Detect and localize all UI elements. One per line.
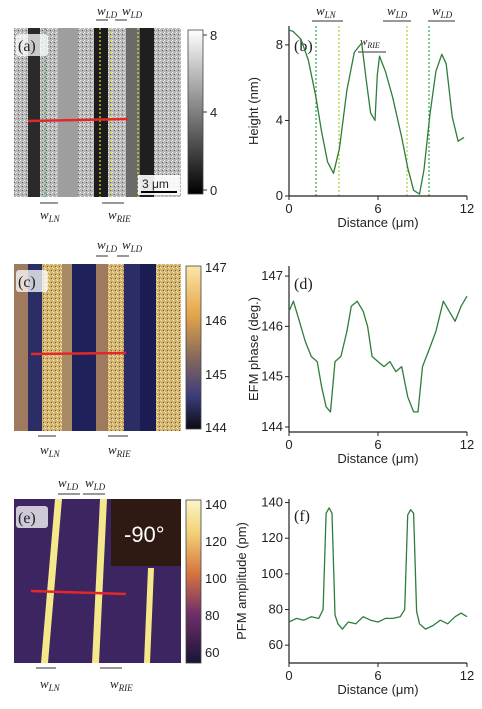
x-tick-label: 12 bbox=[460, 437, 474, 452]
svg-text:wLD: wLD bbox=[97, 237, 118, 254]
y-tick-label: 0 bbox=[276, 188, 283, 203]
valley-stripe bbox=[94, 28, 108, 197]
panel-label: (e) bbox=[18, 510, 36, 527]
colorbar-tick: 145 bbox=[205, 367, 227, 382]
panel-c-efm-image: (c) bbox=[14, 264, 181, 431]
valley-stripe bbox=[140, 28, 154, 197]
x-tick-label: 0 bbox=[285, 201, 292, 216]
series-line bbox=[288, 29, 465, 195]
panel-label: (f) bbox=[294, 508, 310, 525]
svg-text:wRIE: wRIE bbox=[108, 207, 131, 224]
panel-e-pfm-image: -90° (e) bbox=[14, 499, 181, 663]
svg-text:wLN: wLN bbox=[40, 676, 61, 693]
chart-f: (f) 0 6 12 60 80 100 120 140 Distance (μm) PFM am… bbox=[234, 495, 474, 697]
panel-a-afm-image: (a) 3 μm bbox=[14, 28, 181, 197]
colorbar-tick: 144 bbox=[205, 420, 227, 435]
colorbar-tick: 80 bbox=[205, 608, 219, 623]
panel-label: (c) bbox=[18, 274, 36, 291]
angle-label-box bbox=[111, 499, 181, 566]
x-tick-label: 6 bbox=[374, 668, 381, 683]
y-tick-label: 147 bbox=[261, 268, 283, 283]
x-axis-label: Distance (μm) bbox=[337, 682, 418, 697]
domain-wall-stripe bbox=[144, 568, 154, 663]
y-axis-label: EFM phase (deg.) bbox=[246, 297, 261, 401]
y-tick-label: 140 bbox=[261, 495, 283, 510]
x-tick-label: 0 bbox=[285, 668, 292, 683]
colorbar-e: 140 120 100 80 60 bbox=[185, 497, 227, 664]
svg-text:wLD: wLD bbox=[432, 3, 453, 20]
panel-label: (d) bbox=[294, 276, 313, 293]
angle-label: -90° bbox=[124, 522, 165, 547]
svg-text:wLD: wLD bbox=[97, 3, 118, 20]
colorbar-tick: 140 bbox=[205, 497, 227, 512]
ridge-stripe bbox=[40, 28, 58, 197]
colorbar-tick: 8 bbox=[210, 28, 217, 43]
x-tick-label: 6 bbox=[374, 201, 381, 216]
x-tick-label: 12 bbox=[460, 668, 474, 683]
colorbar-tick: 4 bbox=[210, 105, 217, 120]
colorbar-tick: 146 bbox=[205, 313, 227, 328]
colorbar-tick: 60 bbox=[205, 645, 219, 660]
x-axis-label: Distance (μm) bbox=[337, 451, 418, 466]
x-tick-label: 12 bbox=[460, 201, 474, 216]
y-axis-label: Height (nm) bbox=[246, 77, 261, 145]
mid-stripe bbox=[126, 28, 140, 197]
svg-text:wRIE: wRIE bbox=[108, 442, 131, 459]
colorbar-tick: 100 bbox=[205, 571, 227, 586]
x-axis-label: Distance (μm) bbox=[337, 215, 418, 230]
panel-e-width-annotations: wLD wLD wLN wRIE bbox=[36, 475, 133, 693]
linecut-marker bbox=[30, 351, 127, 356]
valley-stripe bbox=[28, 28, 40, 197]
y-tick-label: 145 bbox=[261, 369, 283, 384]
y-tick-label: 60 bbox=[269, 637, 283, 652]
colorbar-tick: 0 bbox=[210, 183, 217, 198]
svg-text:wLN: wLN bbox=[40, 442, 61, 459]
y-tick-label: 8 bbox=[276, 37, 283, 52]
scalebar-label: 3 μm bbox=[142, 177, 169, 191]
linecut-marker bbox=[27, 117, 129, 123]
panel-a-width-annotations: wLD wLD wLN wRIE bbox=[40, 3, 143, 224]
svg-text:wLN: wLN bbox=[316, 3, 337, 20]
y-tick-label: 80 bbox=[269, 602, 283, 617]
y-tick-label: 4 bbox=[276, 112, 283, 127]
colorbar-tick: 147 bbox=[205, 260, 227, 275]
svg-text:wLD: wLD bbox=[122, 3, 143, 20]
svg-text:wRIE: wRIE bbox=[360, 36, 380, 50]
svg-text:wLD: wLD bbox=[58, 475, 79, 492]
svg-text:wLD: wLD bbox=[85, 475, 106, 492]
ridge-stripe bbox=[108, 28, 126, 197]
panel-label: (a) bbox=[18, 38, 36, 55]
svg-text:wLD: wLD bbox=[122, 237, 143, 254]
x-tick-label: 6 bbox=[374, 437, 381, 452]
colorbar-c: 147 146 145 144 bbox=[185, 260, 227, 435]
y-tick-label: 146 bbox=[261, 318, 283, 333]
series-line bbox=[288, 295, 468, 413]
mid-stripe bbox=[58, 28, 78, 197]
ridge-stripe bbox=[78, 28, 94, 197]
series-line bbox=[288, 507, 468, 630]
svg-text:wLN: wLN bbox=[40, 207, 61, 224]
y-tick-label: 144 bbox=[261, 419, 283, 434]
chart-d: (d) 0 6 12 144 145 146 147 Distance (μm) EFM pha… bbox=[246, 266, 474, 466]
x-tick-label: 0 bbox=[285, 437, 292, 452]
domain-wall-stripe bbox=[92, 499, 107, 663]
linecut-marker bbox=[30, 589, 127, 596]
domain-wall-stripe bbox=[41, 499, 62, 663]
ridge-stripe bbox=[14, 28, 28, 197]
y-tick-label: 120 bbox=[261, 530, 283, 545]
panel-c-width-annotations: wLD wLD wLN wRIE bbox=[38, 237, 143, 459]
svg-text:wLD: wLD bbox=[387, 3, 408, 20]
y-axis-label: PFM amplitude (pm) bbox=[234, 522, 249, 640]
ridge-stripe bbox=[154, 28, 181, 197]
colorbar-a: 8 4 0 bbox=[187, 28, 217, 198]
y-tick-label: 100 bbox=[261, 566, 283, 581]
colorbar-tick: 120 bbox=[205, 534, 227, 549]
svg-text:wRIE: wRIE bbox=[110, 676, 133, 693]
